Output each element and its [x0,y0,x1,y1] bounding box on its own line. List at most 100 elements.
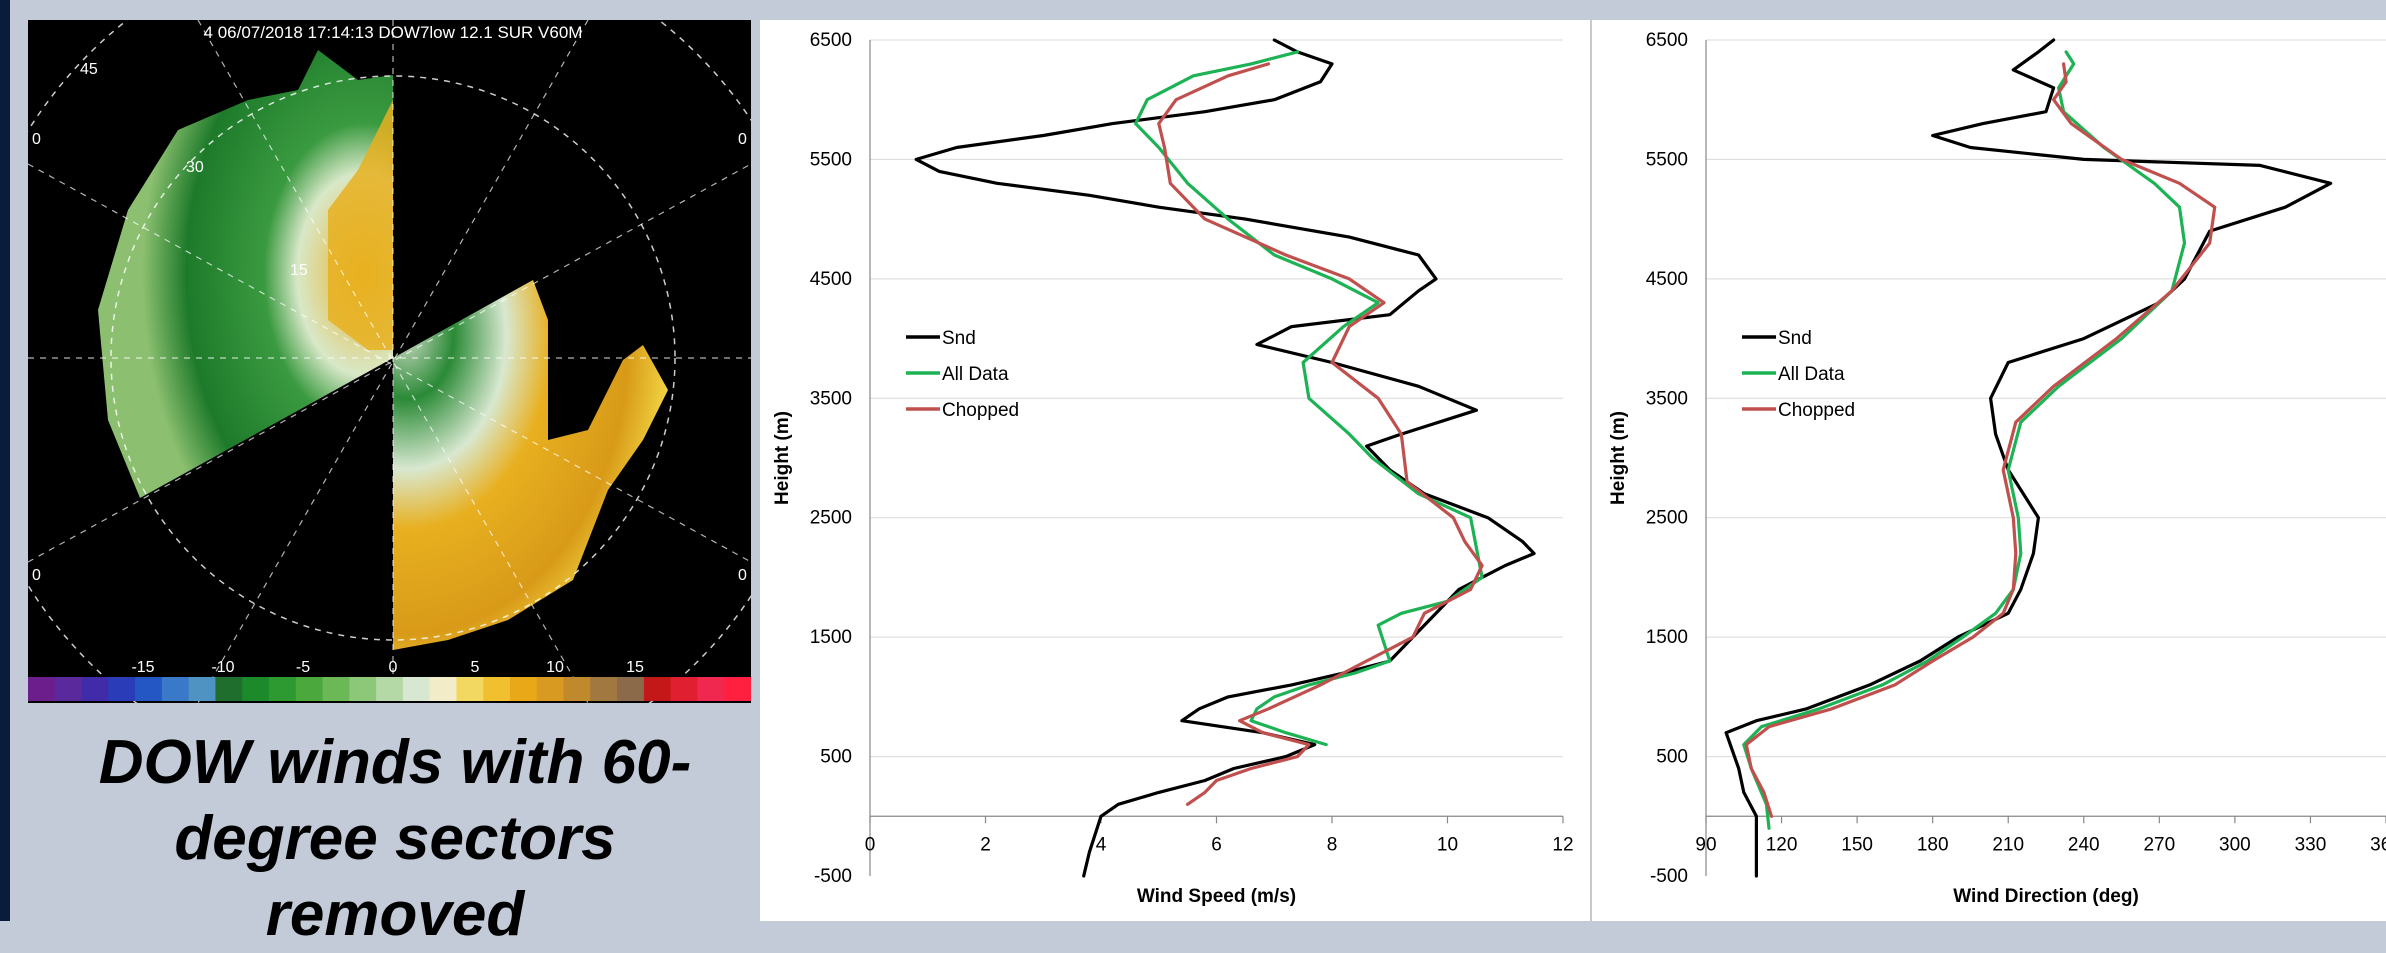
edge-label-left-top: 0 [32,131,41,148]
legend: Snd All Data Chopped [1742,328,1855,421]
top-band [0,0,2386,20]
colorbar-swatch [269,677,297,701]
y-tick-label: 2500 [1646,508,1688,529]
slide-caption: DOW winds with 60- degree sectors remove… [40,725,750,953]
y-tick-label: 1500 [1646,627,1688,648]
colorbar-swatch [483,677,511,701]
colorbar-tick-label: 15 [626,659,644,676]
caption-line-3: removed [265,880,525,949]
series-line-chopped [1157,62,1484,806]
x-tick-label: 8 [1327,834,1338,855]
azimuth-line-2 [28,163,751,563]
y-tick-label: 4500 [1646,269,1688,290]
y-tick-label: -500 [1650,866,1688,887]
series-line-all-data [1134,50,1484,747]
edge-label-right-bottom: 0 [738,567,747,584]
series-line-chopped [1744,62,2217,818]
legend-label: All Data [1778,364,1845,385]
colorbar-tick-label: -5 [296,659,310,676]
colorbar-swatch [376,677,404,701]
colorbar-swatch [242,677,270,701]
x-tick-label: 360 [2370,834,2386,855]
wind-direction-chart-panel: -500 500 1500 2500 3500 4500 5500 6500 90 120 150 1… [1592,20,2386,921]
colorbar-swatch [429,677,457,701]
colorbar-swatch [81,677,109,701]
colorbar-swatch [295,677,324,701]
y-tick-label: 3500 [810,388,852,409]
legend-label: Snd [1778,328,1812,349]
colorbar-swatch [456,677,484,701]
x-axis-label: Wind Speed (m/s) [1137,886,1296,907]
radar-echo-left-core [328,100,393,350]
caption-line-1: DOW winds with 60- [98,728,692,797]
colorbar-swatch [322,677,350,701]
colorbar-tick-label: 0 [389,659,398,676]
colorbar-swatch [54,677,83,701]
range-ring-outer [110,75,676,641]
ring-label-30: 30 [186,159,204,176]
colorbar-swatch [724,677,751,701]
x-tick-label: 150 [1841,834,1873,855]
radar-echo-left [98,50,393,498]
x-tick-label: 90 [1695,834,1716,855]
x-tick-label: 0 [865,834,876,855]
x-tick-label: 210 [1992,834,2024,855]
colorbar-swatch [697,677,725,701]
colorbar-tick-label: -10 [211,659,234,676]
caption-line-2: degree sectors [174,804,616,873]
series-line-all-data [1742,50,2187,830]
colorbar-tick-label: 5 [471,659,480,676]
colorbar-swatch [28,677,56,701]
legend-label: All Data [942,364,1009,385]
colorbar-swatch [536,677,565,701]
wind-speed-chart: -500 500 1500 2500 3500 4500 5500 6500 0 2 4 6 8 10 12… [772,30,1574,907]
x-tick-label: 270 [2143,834,2175,855]
y-tick-label: 5500 [1646,149,1688,170]
colorbar-swatch [563,677,591,701]
legend-label: Snd [942,328,976,349]
radar-ppi-image: 4 06/07/2018 17:14:13 DOW7low 12.1 SUR V… [28,20,751,703]
colorbar-tick-label: 10 [546,659,564,676]
x-tick-label: 10 [1437,834,1458,855]
wind-speed-chart-panel: -500 500 1500 2500 3500 4500 5500 6500 0 2 4 6 8 10 12… [760,20,1590,921]
y-tick-label: 2500 [810,508,852,529]
colorbar-tick-labels: -15 -10 -5 0 5 10 15 [131,659,644,676]
y-axis-label: Height (m) [1608,411,1629,505]
y-tick-label: 500 [820,747,852,768]
x-tick-label: 4 [1096,834,1107,855]
edge-label-right-top: 0 [738,131,747,148]
wind-direction-chart: -500 500 1500 2500 3500 4500 5500 6500 90 120 150 1… [1608,30,2386,907]
colorbar-swatch [617,677,645,701]
chart-divider [1590,20,1592,921]
edge-label-left-bottom: 0 [32,567,41,584]
legend-label: Chopped [1778,400,1855,421]
x-tick-label: 2 [980,834,991,855]
colorbar-swatch [349,677,377,701]
y-tick-label: 500 [1656,747,1688,768]
colorbar-swatch [215,677,243,701]
radar-header: 4 06/07/2018 17:14:13 DOW7low 12.1 SUR V… [204,23,583,42]
x-tick-label: 120 [1766,834,1798,855]
colorbar-swatch [590,677,618,701]
y-tick-label: 4500 [810,269,852,290]
x-tick-label: 330 [2295,834,2327,855]
colorbar-swatch [510,677,538,701]
slide-left-strip [0,0,10,921]
y-tick-label: 3500 [1646,388,1688,409]
y-tick-label: -500 [814,866,852,887]
colorbar-tick-label: -15 [131,659,154,676]
y-tick-label: 6500 [810,30,852,51]
colorbar [28,677,751,701]
legend-label: Chopped [942,400,1019,421]
colorbar-swatch [108,677,136,701]
x-tick-label: 300 [2219,834,2251,855]
colorbar-swatch [188,677,216,701]
series-line-snd [914,38,1536,878]
y-tick-label: 5500 [810,149,852,170]
x-tick-label: 240 [2068,834,2100,855]
series-line-snd [1724,38,2333,878]
x-tick-label: 180 [1917,834,1949,855]
colorbar-swatch [402,677,431,701]
colorbar-swatch [670,677,698,701]
x-axis-label: Wind Direction (deg) [1953,886,2139,907]
